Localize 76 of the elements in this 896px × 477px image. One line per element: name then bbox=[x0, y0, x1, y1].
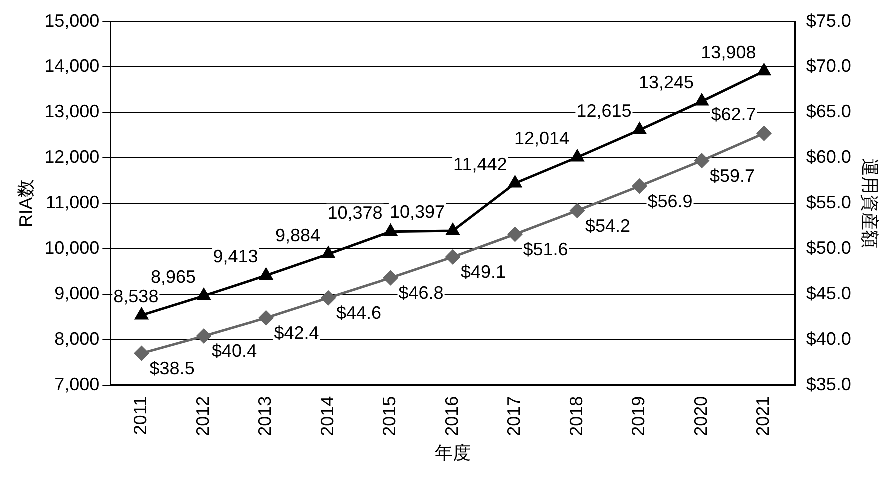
y2-tick-label: $45.0 bbox=[806, 283, 852, 304]
data-label: $62.7 bbox=[711, 104, 756, 125]
data-label: 10,378 bbox=[328, 202, 383, 223]
point bbox=[570, 204, 585, 218]
y-tick-label: 10,000 bbox=[44, 238, 100, 258]
data-label: $56.9 bbox=[648, 191, 693, 212]
y2-tick-label: $55.0 bbox=[806, 192, 852, 213]
data-label: $54.2 bbox=[585, 216, 631, 236]
y2-tick-label: $60.0 bbox=[806, 147, 852, 168]
data-label: 8,965 bbox=[150, 267, 196, 288]
x-tick-label: 2021 bbox=[753, 396, 774, 436]
y2-tick-label: $40.0 bbox=[806, 328, 852, 349]
x-tick-label: 2015 bbox=[380, 396, 400, 436]
point bbox=[694, 154, 710, 168]
point bbox=[260, 268, 273, 280]
data-label: $44.6 bbox=[336, 303, 382, 324]
point bbox=[135, 308, 148, 320]
data-label: $59.7 bbox=[710, 166, 756, 186]
data-label: 13,908 bbox=[701, 42, 756, 62]
point bbox=[198, 288, 210, 300]
y-tick-label: 15,000 bbox=[44, 10, 100, 31]
y-axis-title: RIA数 bbox=[16, 180, 36, 228]
data-label: 12,014 bbox=[514, 128, 570, 148]
point bbox=[632, 179, 647, 194]
point bbox=[508, 227, 522, 242]
data-label: 13,245 bbox=[638, 72, 694, 93]
point bbox=[384, 224, 398, 236]
y2-tick-label: $75.0 bbox=[806, 10, 852, 31]
x-tick-label: 2014 bbox=[317, 396, 338, 436]
data-label: 8,538 bbox=[114, 286, 159, 306]
x-axis-title: 年度 bbox=[435, 443, 472, 464]
data-label: 10,397 bbox=[390, 202, 446, 222]
point bbox=[446, 224, 460, 236]
data-label: $40.4 bbox=[212, 341, 258, 362]
y2-tick-label: $65.0 bbox=[806, 102, 852, 122]
x-tick-label: 2011 bbox=[130, 396, 151, 436]
y2-tick-label: $35.0 bbox=[806, 374, 852, 394]
y-tick-label: 9,000 bbox=[54, 283, 100, 304]
data-label: 12,615 bbox=[576, 101, 632, 122]
point bbox=[134, 346, 150, 361]
data-label: 11,442 bbox=[454, 154, 508, 174]
point bbox=[196, 329, 212, 344]
point bbox=[758, 64, 771, 76]
x-tick-label: 2019 bbox=[628, 396, 649, 436]
data-label: $38.5 bbox=[150, 358, 195, 379]
data-label: 9,413 bbox=[213, 246, 258, 267]
point bbox=[321, 290, 336, 306]
data-label: $51.6 bbox=[523, 239, 568, 260]
data-label: 9,884 bbox=[275, 225, 321, 246]
y-tick-label: 13,000 bbox=[44, 102, 100, 122]
point bbox=[259, 310, 274, 326]
y2-axis-title: 運用資産額 bbox=[860, 158, 880, 249]
point bbox=[322, 247, 335, 259]
point bbox=[446, 250, 460, 264]
point bbox=[384, 270, 398, 286]
x-tick-label: 2018 bbox=[566, 396, 586, 436]
y-tick-label: 11,000 bbox=[46, 192, 100, 213]
y-tick-label: 7,000 bbox=[54, 374, 100, 394]
x-tick-label: 2017 bbox=[504, 396, 524, 436]
y-tick-label: 8,000 bbox=[54, 328, 100, 349]
data-label: $49.1 bbox=[461, 262, 506, 282]
x-tick-label: 2012 bbox=[192, 396, 213, 436]
point bbox=[696, 94, 708, 106]
x-tick-label: 2016 bbox=[442, 396, 462, 436]
x-tick-label: 2013 bbox=[255, 396, 276, 436]
point bbox=[571, 150, 584, 162]
y2-tick-label: $50.0 bbox=[806, 238, 852, 258]
data-label: $46.8 bbox=[398, 283, 444, 304]
y2-tick-label: $70.0 bbox=[806, 56, 852, 76]
point bbox=[756, 126, 772, 141]
point bbox=[508, 176, 522, 188]
y-tick-label: 14,000 bbox=[44, 56, 100, 76]
data-label: $42.4 bbox=[274, 323, 320, 344]
x-tick-label: 2020 bbox=[690, 396, 711, 436]
point bbox=[633, 122, 646, 134]
y-tick-label: 12,000 bbox=[44, 147, 100, 168]
